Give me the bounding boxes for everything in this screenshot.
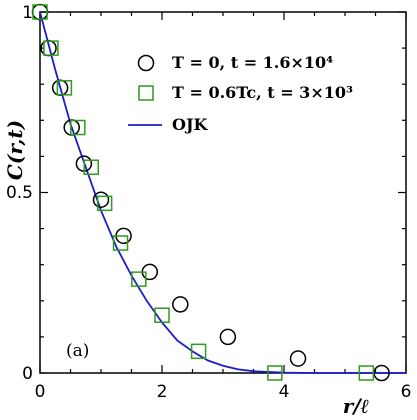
y-tick-label: 0.5 — [6, 183, 33, 203]
panel-label: (a) — [66, 341, 89, 361]
circle-marker — [172, 296, 189, 313]
x-tick-label: 4 — [279, 382, 290, 402]
square-marker — [43, 40, 59, 56]
chart-markers — [31, 3, 390, 382]
square-marker — [131, 271, 147, 287]
legend: T = 0, t = 1.6×10⁴ T = 0.6Tc, t = 3×10³ … — [128, 53, 353, 134]
square-marker — [32, 4, 48, 20]
square-marker — [358, 365, 375, 381]
x-tick-label: 0 — [35, 382, 46, 402]
y-tick-label: 1 — [22, 3, 33, 23]
circle-marker — [92, 191, 110, 208]
legend-label-ojk: OJK — [172, 115, 209, 134]
square-marker — [267, 365, 283, 381]
square-marker — [96, 195, 113, 212]
legend-label-tc: T = 0.6Tc, t = 3×10³ — [172, 83, 353, 102]
square-marker — [56, 80, 73, 96]
legend-circle-marker — [137, 54, 155, 72]
legend-square-marker — [138, 85, 154, 101]
circle-marker — [289, 350, 307, 367]
square-marker — [83, 159, 99, 175]
x-axis-title: r/ℓ — [343, 394, 369, 418]
square-marker — [70, 119, 86, 136]
square-marker — [112, 235, 129, 251]
x-tick-label: 2 — [157, 382, 168, 402]
square-marker — [154, 307, 170, 323]
x-tick-label: 6 — [401, 382, 412, 402]
y-axis-title: C(r,t) — [3, 120, 27, 180]
y-tick-label: 0 — [22, 364, 33, 384]
legend-label-t0: T = 0, t = 1.6×10⁴ — [172, 53, 333, 72]
square-marker — [190, 343, 207, 360]
circle-marker — [219, 328, 237, 346]
